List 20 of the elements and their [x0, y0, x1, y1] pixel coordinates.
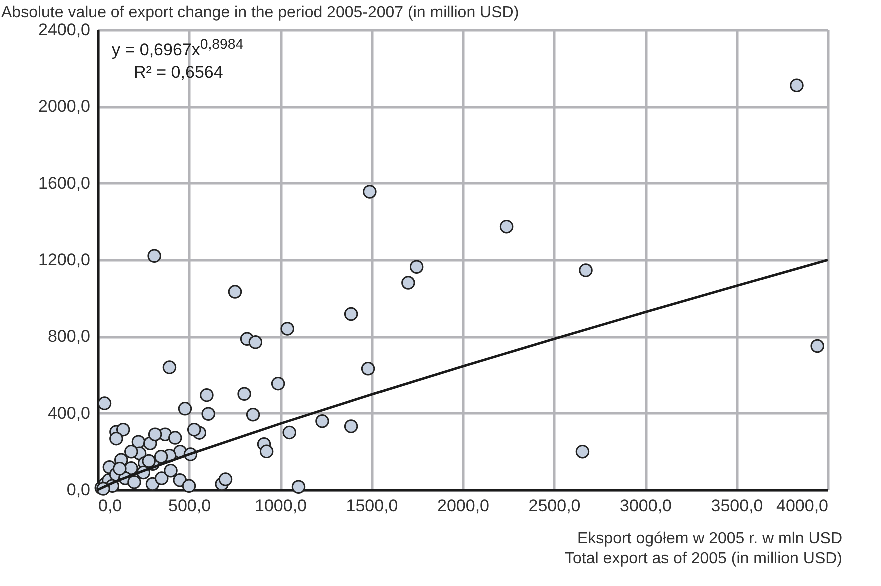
y-tick-label: 400,0: [48, 404, 90, 423]
y-tick-label: 2000,0: [38, 97, 90, 116]
y-tick-label: 1200,0: [38, 250, 90, 270]
annotation: y = 0,6967x$^{0,8984}$: [112, 36, 244, 62]
y-tick-label: 1600,0: [38, 174, 90, 193]
x-tick-label: 4000,0: [776, 496, 828, 516]
x-tick-label: 0,0: [98, 496, 122, 516]
x-tick-label: 1000,0: [255, 496, 307, 516]
x-tick-label: 2000,0: [438, 496, 490, 516]
x-tick-label: 2500,0: [528, 496, 581, 516]
annotation: R² = 0,6564: [133, 62, 224, 84]
y-axis-title: Absolute value of export change in the period 2005-2007 (in million USD): [2, 4, 520, 22]
x-tick-label: 1500,0: [346, 496, 398, 516]
y-tick-label: 0,0: [66, 480, 90, 500]
y-tick-label: 800,0: [48, 327, 90, 346]
y-tick-label: 2400,0: [38, 20, 90, 40]
x-tick-label: 3000,0: [620, 496, 672, 516]
x-axis-title: Eksport ogółem w 2005 r. w mln USD Total export as of 2005 (in million USD): [565, 530, 842, 568]
x-tick-label: 3500,0: [711, 496, 764, 516]
x-tick-label: 500,0: [168, 496, 212, 516]
